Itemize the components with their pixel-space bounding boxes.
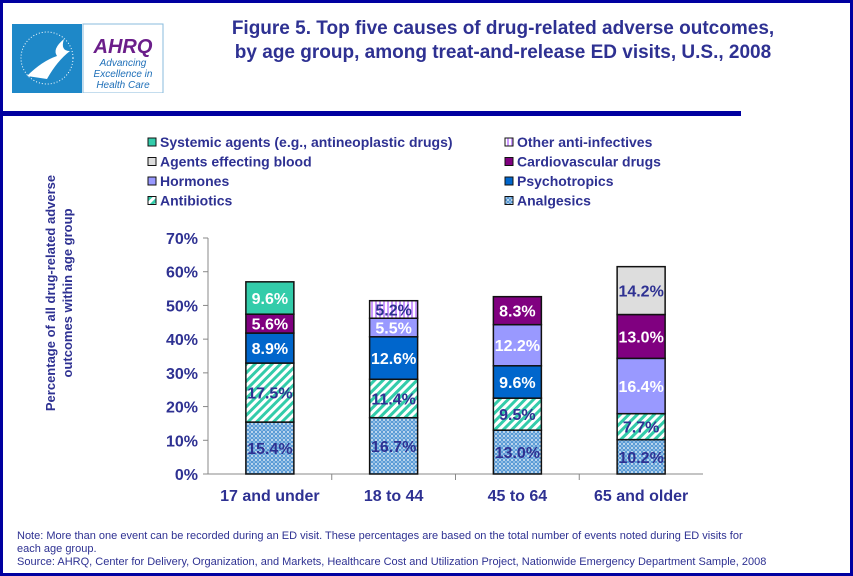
bar-segment-analgesics (616, 438, 666, 475)
legend-item: Agents effecting blood (160, 154, 312, 170)
bar-segment-psychotropics (368, 336, 419, 381)
title-line-2: by age group, among treat-and-release ED… (234, 42, 772, 63)
legend-swatch (147, 176, 157, 186)
x-tick-label: 45 to 64 (488, 488, 548, 505)
data-label: 5.2% (375, 302, 411, 319)
legend-swatch (504, 137, 514, 147)
data-label: 13.0% (618, 329, 663, 346)
svg-text:Health Care: Health Care (96, 80, 150, 91)
bar-segment-cardiovascular (616, 313, 666, 360)
bar-segment-antibiotics (616, 412, 666, 441)
y-tick-label: 50% (166, 298, 198, 315)
svg-text:AHRQ: AHRQ (93, 36, 153, 58)
bar-segment-cardiovascular (492, 295, 543, 326)
ahrq-logo: AHRQ Advancing Excellence in Health Care (12, 23, 164, 93)
svg-text:Excellence in: Excellence in (94, 69, 153, 80)
bar-segment-psychotropics (245, 332, 295, 364)
data-label: 12.2% (495, 338, 540, 355)
data-label: 13.0% (495, 445, 540, 462)
data-label: 5.6% (252, 317, 288, 334)
stacked-bar-chart: 0% 10% 20% 30% 40% 50% 60% 70% Percentage of all… (43, 134, 703, 505)
y-tick-label: 60% (166, 265, 198, 282)
data-label: 9.6% (252, 291, 288, 308)
note-line-1: Note: More than one event can be recorde… (17, 530, 743, 542)
y-tick-label: 70% (166, 231, 198, 248)
legend-swatch (504, 157, 514, 166)
legend-item: Antibiotics (160, 193, 233, 209)
data-label: 9.5% (499, 407, 535, 424)
bar-segment-systemic (245, 281, 295, 315)
bar-segment-antibiotics (245, 362, 295, 423)
legend-item: Hormones (160, 173, 229, 189)
legend-swatch (504, 176, 514, 186)
y-axis-label: Percentage of all drug-related adverse ou… (43, 175, 75, 411)
legend-swatch (504, 196, 514, 205)
x-tick-label: 65 and older (594, 488, 688, 505)
x-tick-label: 17 and under (220, 488, 320, 505)
bar-segment-other (368, 299, 419, 319)
bar-segment-hormones (616, 357, 666, 415)
bar-segment-antibiotics (492, 397, 543, 431)
header-divider (3, 111, 741, 116)
bar-segment-agents (616, 265, 666, 316)
data-label: 15.4% (247, 441, 292, 458)
bar-segment-psychotropics (492, 365, 543, 399)
title-line-1: Figure 5. Top five causes of drug-relate… (231, 18, 775, 39)
data-label: 8.9% (252, 341, 288, 358)
y-tick-label: 10% (166, 433, 198, 450)
legend-item: Other anti-infectives (517, 134, 653, 150)
bar-segment-hormones (492, 323, 543, 367)
bar-segment-analgesics (245, 421, 295, 475)
legend-item: Cardiovascular drugs (517, 154, 661, 170)
data-label: 17.5% (247, 386, 292, 403)
legend-swatch (147, 157, 157, 166)
x-tick-label: 18 to 44 (364, 488, 424, 505)
svg-text:Advancing: Advancing (99, 58, 147, 69)
y-tick-label: 20% (166, 400, 198, 417)
legend-item: Psychotropics (517, 173, 614, 189)
data-label: 11.4% (371, 391, 415, 408)
data-label: 9.6% (499, 375, 535, 392)
legend-item: Systemic agents (e.g., antineoplastic dr… (160, 134, 453, 150)
legend-swatch (147, 137, 157, 147)
data-label: 10.2% (618, 450, 663, 467)
legend-swatch (147, 196, 157, 205)
source-line: Source: AHRQ, Center for Delivery, Organ… (17, 556, 767, 568)
data-label: 16.4% (618, 379, 663, 396)
data-label: 7.7% (623, 420, 659, 437)
data-label: 5.5% (375, 321, 411, 338)
data-label: 14.2% (618, 284, 663, 301)
data-label: 16.7% (371, 439, 416, 456)
legend-item: Analgesics (517, 193, 591, 209)
page-title: Figure 5. Top five causes of drug-relate… (193, 17, 813, 65)
note-line-2: each age group. (17, 543, 97, 555)
y-tick-label: 40% (166, 332, 198, 349)
data-label: 12.6% (371, 351, 416, 368)
bar-segment-antibiotics (368, 378, 419, 419)
bar-segment-analgesics (368, 416, 419, 475)
y-tick-label: 0% (175, 467, 198, 484)
bar-segment-analgesics (492, 429, 543, 475)
y-tick-label: 30% (166, 366, 198, 383)
data-label: 8.3% (499, 304, 535, 321)
